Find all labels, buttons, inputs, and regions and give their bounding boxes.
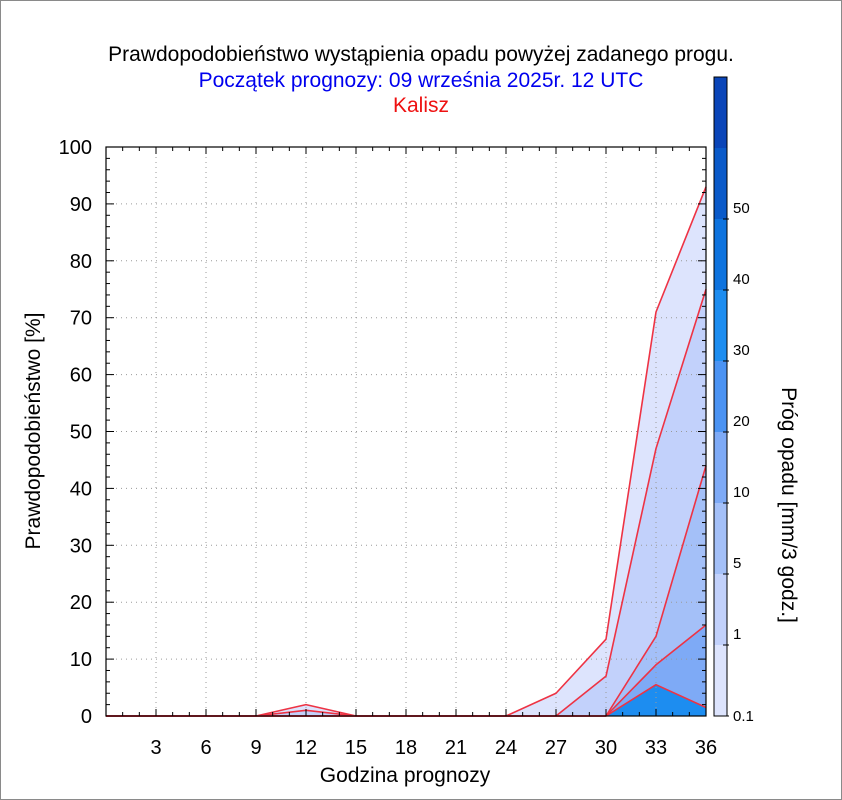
colorbar-segment-0 (714, 645, 727, 716)
grid-lines (106, 147, 706, 716)
x-tick-label: 18 (395, 737, 417, 759)
x-tick-label: 36 (695, 737, 717, 759)
colorbar-border (713, 76, 728, 717)
series-areas (106, 186, 706, 716)
x-tick-label: 6 (200, 737, 211, 759)
chart-title: Prawdopodobieństwo wystąpienia opadu pow… (108, 43, 734, 66)
y-tick-label: 50 (70, 422, 92, 444)
colorbar-segment-7 (714, 148, 727, 219)
y-tick-label: 30 (70, 535, 92, 557)
colorbar-segment-6 (714, 219, 727, 290)
y-tick-label: 70 (70, 308, 92, 330)
colorbar-title: Próg opadu [mm/3 godz.] (777, 387, 800, 623)
x-tick-label: 27 (545, 737, 567, 759)
colorbar: 0.1 1 5 10 20 30 40 50 (713, 76, 754, 725)
y-tick-label: 0 (81, 706, 92, 728)
area-threshold-20 (106, 684, 706, 716)
y-tick-label: 40 (70, 478, 92, 500)
y-tick-label: 60 (70, 365, 92, 387)
x-tick-label: 12 (295, 737, 317, 759)
y-tick-label: 90 (70, 194, 92, 216)
x-tick-label: 9 (250, 737, 261, 759)
colorbar-tick-label: 30 (733, 342, 750, 359)
colorbar-tick-label: 50 (733, 200, 750, 217)
y-tick-label: 100 (59, 137, 92, 159)
colorbar-tick-label: 1 (733, 626, 741, 643)
colorbar-segment-4 (714, 361, 727, 432)
colorbar-segment-8 (714, 77, 727, 148)
colorbar-tick-label: 5 (733, 555, 741, 572)
colorbar-tick-label: 40 (733, 271, 750, 288)
colorbar-segment-2 (714, 503, 727, 574)
colorbar-segment-3 (714, 432, 727, 503)
y-axis-title: Prawdopodobieństwo [%] (22, 313, 45, 550)
y-tick-label: 10 (70, 649, 92, 671)
x-tick-label: 15 (345, 737, 367, 759)
y-tick-label: 80 (70, 251, 92, 273)
x-axis-title: Godzina prognozy (320, 764, 491, 787)
colorbar-segment-5 (714, 290, 727, 361)
x-tick-label: 33 (645, 737, 667, 759)
colorbar-tick-label: 0.1 (733, 708, 754, 725)
x-tick-label: 30 (595, 737, 617, 759)
chart-subtitle: Początek prognozy: 09 września 2025r. 12… (198, 69, 644, 92)
colorbar-tick-label: 10 (733, 484, 750, 501)
x-tick-label: 21 (445, 737, 467, 759)
colorbar-tick-label: 20 (733, 413, 750, 430)
colorbar-segment-1 (714, 574, 727, 645)
chart-location: Kalisz (392, 94, 450, 117)
x-tick-label: 3 (150, 737, 161, 759)
axis-ticks: 3 6 9 12 15 18 21 24 27 30 33 360102030405060708090… (59, 137, 718, 759)
y-tick-label: 20 (70, 592, 92, 614)
x-tick-label: 24 (495, 737, 517, 759)
